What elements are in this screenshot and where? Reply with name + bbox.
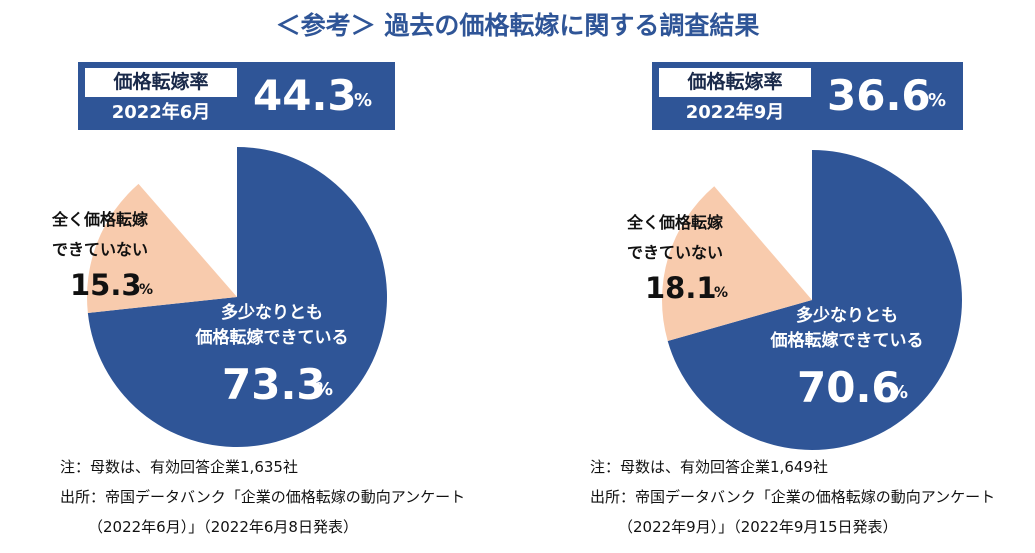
header-label: 価格転嫁率 — [687, 71, 783, 93]
pie-slice — [667, 150, 962, 450]
slice-value: 70.6 — [797, 363, 901, 412]
pie-slice — [86, 183, 237, 313]
header-period: 2022年6月 — [111, 102, 211, 123]
slice-value: 18.1 — [645, 271, 717, 305]
header-label: 価格転嫁率 — [113, 71, 209, 93]
slice-label: 全く価格転嫁 できていない — [52, 210, 149, 259]
header-label-box — [659, 68, 811, 97]
note: 注：母数は、有効回答企業1,635社 — [60, 458, 298, 476]
slice-label: 多少なりとも 価格転嫁できている — [195, 303, 349, 348]
header-unit: % — [354, 90, 373, 111]
header-label-box — [85, 68, 237, 97]
pie-slice — [87, 147, 388, 447]
slice-label: 全く価格転嫁 できていない — [627, 213, 724, 262]
note: 出所：帝国データバンク「企業の価格転嫁の動向アンケート — [60, 488, 466, 506]
header-unit: % — [928, 90, 947, 111]
header-rate: 44.3 — [253, 71, 357, 120]
slice-value: 73.3 — [222, 360, 326, 409]
slice-unit: % — [315, 379, 334, 400]
slice-unit: % — [714, 285, 729, 301]
slice-unit: % — [139, 282, 154, 298]
slice-value: 15.3 — [70, 268, 142, 302]
header-rate: 36.6 — [827, 71, 931, 120]
header-period: 2022年9月 — [685, 102, 785, 123]
page-title: ＜参考＞ 過去の価格転嫁に関する調査結果 — [275, 11, 760, 40]
note: （2022年9月）」（2022年9月15日発表） — [618, 518, 898, 536]
note: （2022年6月）」（2022年6月8日発表） — [88, 518, 358, 536]
pie-slice — [662, 186, 812, 341]
note: 出所：帝国データバンク「企業の価格転嫁の動向アンケート — [590, 488, 996, 506]
note: 注：母数は、有効回答企業1,649社 — [590, 458, 828, 476]
slice-label: 多少なりとも 価格転嫁できている — [770, 306, 924, 351]
slice-unit: % — [890, 382, 909, 403]
